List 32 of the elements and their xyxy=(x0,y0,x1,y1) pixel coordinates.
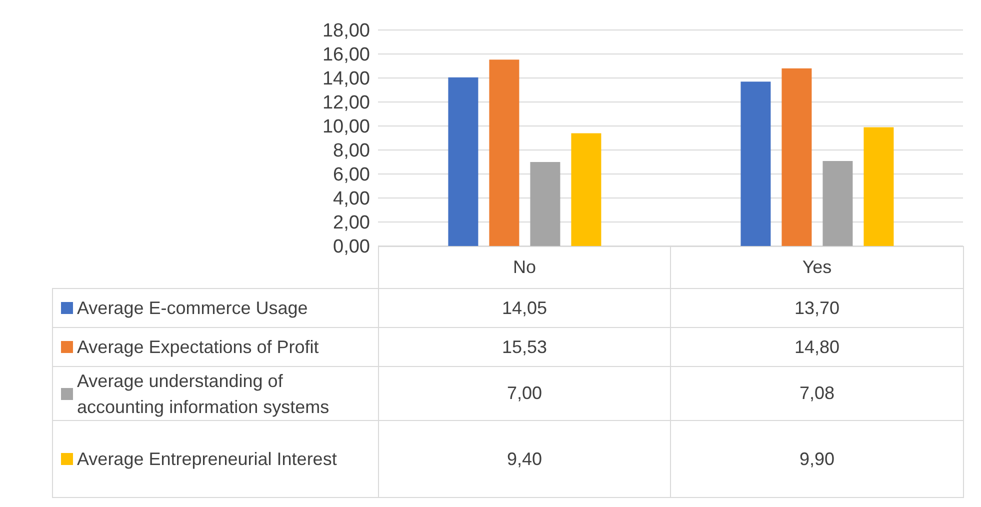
bar xyxy=(489,60,520,246)
data-label: 15,53 xyxy=(378,328,670,366)
y-tick-label: 0,00 xyxy=(333,236,370,258)
x-tick-label: Yes xyxy=(670,246,964,288)
data-label: 9,40 xyxy=(378,420,670,498)
y-tick-label: 8,00 xyxy=(333,140,370,162)
bar xyxy=(571,133,602,246)
data-label: 9,90 xyxy=(670,420,964,498)
y-tick-label: 4,00 xyxy=(333,188,370,210)
y-tick-label: 10,00 xyxy=(322,116,370,138)
bar xyxy=(822,161,853,246)
data-label: 14,80 xyxy=(670,328,964,366)
data-label: 14,05 xyxy=(378,288,670,328)
bar xyxy=(448,77,478,246)
y-tick-label: 6,00 xyxy=(333,164,370,186)
bar xyxy=(864,127,894,246)
bar xyxy=(782,68,812,246)
y-tick-label: 18,00 xyxy=(322,20,370,42)
x-tick-label: No xyxy=(378,246,670,288)
y-tick-label: 14,00 xyxy=(322,68,370,90)
legend-label: Average Expectations of Profit xyxy=(77,336,319,359)
bar xyxy=(740,82,771,246)
y-tick-label: 12,00 xyxy=(322,92,370,114)
bar xyxy=(530,162,560,246)
data-label: 13,70 xyxy=(670,288,964,328)
legend-label: Average understanding of accounting information systems xyxy=(77,370,330,419)
y-tick-label: 2,00 xyxy=(333,212,370,234)
data-label: 7,08 xyxy=(670,366,964,420)
data-label: 7,00 xyxy=(378,366,670,420)
y-tick-label: 16,00 xyxy=(322,44,370,66)
legend-label: Average Entrepreneurial Interest xyxy=(77,448,337,471)
legend-label: Average E-commerce Usage xyxy=(77,297,308,320)
